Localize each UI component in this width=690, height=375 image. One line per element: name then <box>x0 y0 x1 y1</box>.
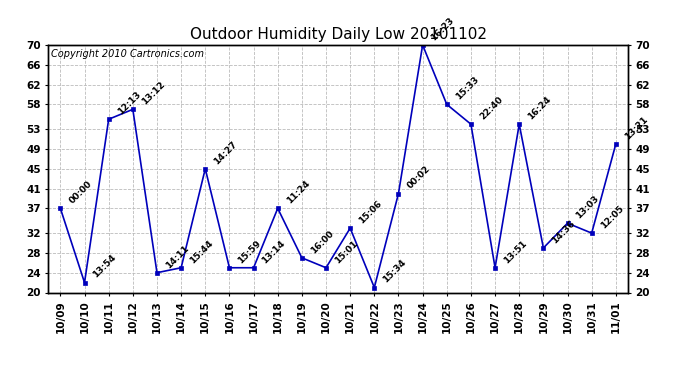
Text: 00:00: 00:00 <box>68 179 94 206</box>
Text: 14:36: 14:36 <box>551 219 577 245</box>
Title: Outdoor Humidity Daily Low 20101102: Outdoor Humidity Daily Low 20101102 <box>190 27 486 42</box>
Text: 14:11: 14:11 <box>164 243 190 270</box>
Text: 13:12: 13:12 <box>140 80 166 106</box>
Text: 13:03: 13:03 <box>575 194 601 220</box>
Text: 15:01: 15:01 <box>333 238 359 265</box>
Text: 13:14: 13:14 <box>261 238 287 265</box>
Text: 00:02: 00:02 <box>406 164 432 191</box>
Text: 22:40: 22:40 <box>478 95 504 122</box>
Text: Copyright 2010 Cartronics.com: Copyright 2010 Cartronics.com <box>51 49 204 59</box>
Text: 16:00: 16:00 <box>309 229 335 255</box>
Text: 13:51: 13:51 <box>502 238 529 265</box>
Text: 13:21: 13:21 <box>623 115 649 141</box>
Text: 12:13: 12:13 <box>116 90 142 117</box>
Text: 14:27: 14:27 <box>213 139 239 166</box>
Text: 15:44: 15:44 <box>188 238 215 265</box>
Text: 15:33: 15:33 <box>454 75 480 102</box>
Text: 15:06: 15:06 <box>357 199 384 225</box>
Text: 12:05: 12:05 <box>599 204 625 230</box>
Text: 13:54: 13:54 <box>92 253 118 280</box>
Text: 15:59: 15:59 <box>237 238 263 265</box>
Text: 16:24: 16:24 <box>526 95 553 122</box>
Text: 11:24: 11:24 <box>285 179 311 206</box>
Text: 16:23: 16:23 <box>430 16 456 42</box>
Text: 15:34: 15:34 <box>382 258 408 285</box>
